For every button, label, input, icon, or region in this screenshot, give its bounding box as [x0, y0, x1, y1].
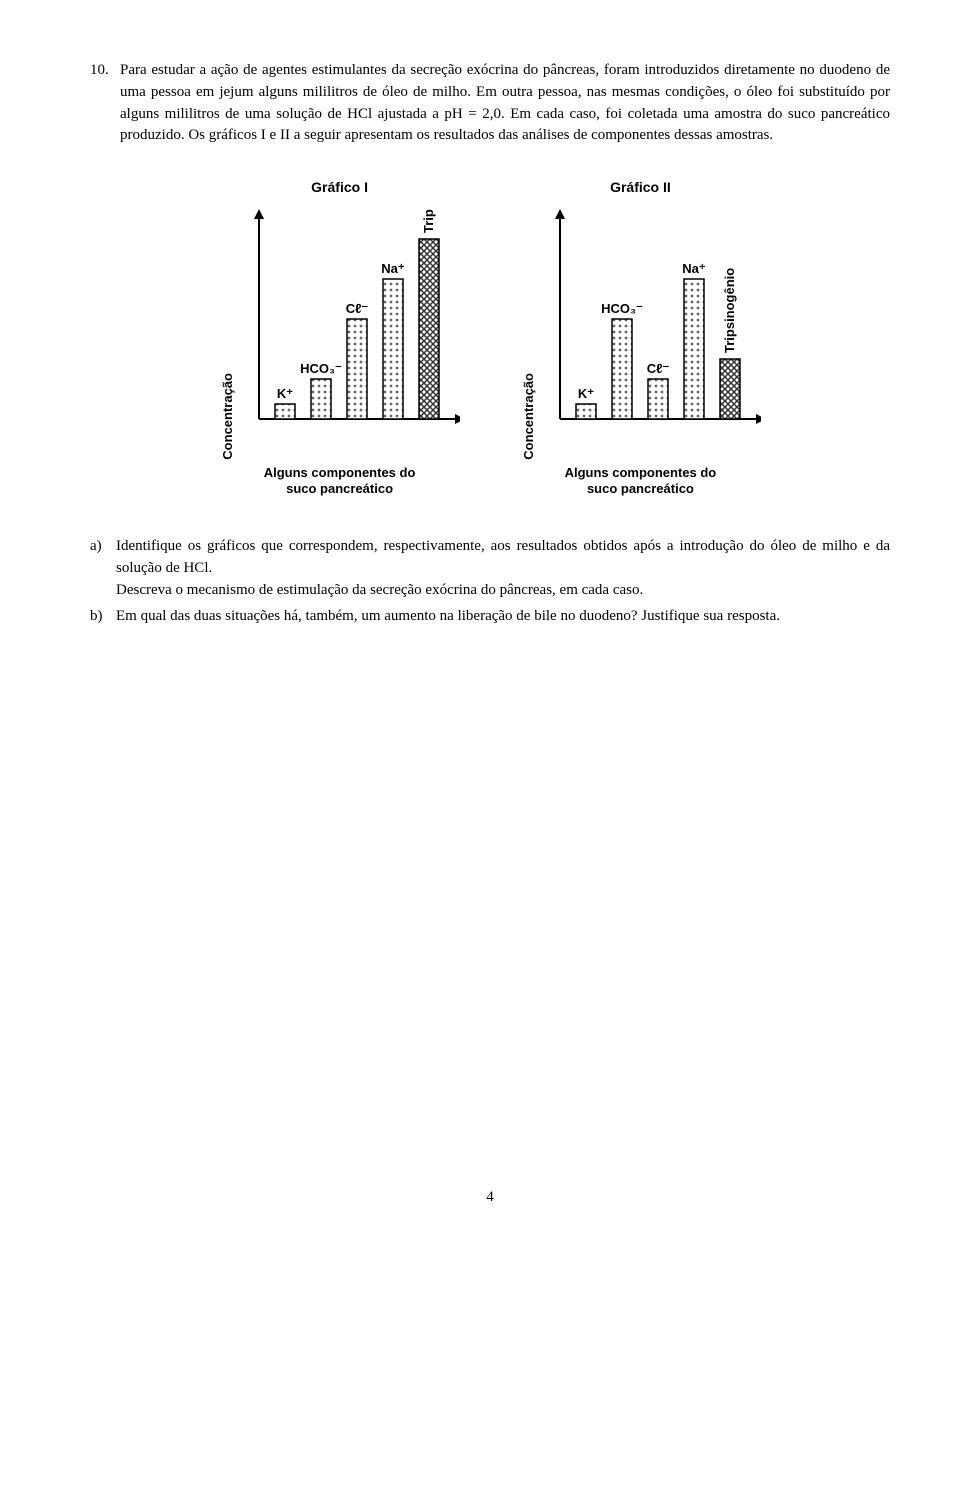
svg-text:HCO₃⁻: HCO₃⁻	[300, 361, 342, 376]
svg-text:Tripsinogênio: Tripsinogênio	[722, 268, 737, 353]
chart-1-title: Gráfico I	[311, 177, 368, 197]
question-number: 10.	[90, 60, 120, 147]
svg-text:Cℓ⁻: Cℓ⁻	[346, 301, 369, 316]
svg-text:Tripsinogênio: Tripsinogênio	[421, 209, 436, 233]
charts-row: Gráfico I Concentração K⁺ HCO₃⁻ Cℓ⁻ Na⁺ Trip…	[90, 177, 890, 496]
svg-text:Na⁺: Na⁺	[682, 261, 706, 276]
svg-text:Cℓ⁻: Cℓ⁻	[647, 361, 670, 376]
svg-text:K⁺: K⁺	[578, 386, 594, 401]
chart-1-xlabel: Alguns componentes do suco pancreático	[264, 465, 416, 496]
sub-a-line2: Descreva o mecanismo de estimulação da s…	[116, 582, 643, 598]
sub-b-text: Em qual das duas situações há, também, u…	[116, 606, 890, 628]
chart-2-title: Gráfico II	[610, 177, 671, 197]
chart-2-xlabel: Alguns componentes do suco pancreático	[565, 465, 717, 496]
svg-text:K⁺: K⁺	[277, 386, 293, 401]
sub-a-label: a)	[90, 536, 116, 601]
sub-a-line1: Identifique os gráficos que correspondem…	[116, 538, 890, 576]
sub-b-label: b)	[90, 606, 116, 628]
sub-b: b) Em qual das duas situações há, também…	[90, 606, 890, 628]
svg-text:Na⁺: Na⁺	[381, 261, 405, 276]
chart-1-ylabel: Concentração	[219, 343, 238, 460]
chart-2-xlabel-l1: Alguns componentes do	[565, 465, 717, 480]
question-intro: Para estudar a ação de agentes estimulan…	[120, 60, 890, 147]
page-number: 4	[90, 1187, 890, 1209]
chart-2-svg-slot: K⁺ HCO₃⁻ Cℓ⁻ Na⁺ Tripsinogênio	[545, 209, 761, 459]
chart-1-svg-slot: K⁺ HCO₃⁻ Cℓ⁻ Na⁺ Tripsinogênio	[244, 209, 460, 459]
chart-1-xlabel-l1: Alguns componentes do	[264, 465, 416, 480]
sub-a: a) Identifique os gráficos que correspon…	[90, 536, 890, 601]
svg-text:HCO₃⁻: HCO₃⁻	[601, 301, 643, 316]
chart-1: Gráfico I Concentração K⁺ HCO₃⁻ Cℓ⁻ Na⁺ Trip…	[219, 177, 460, 496]
question-block: 10. Para estudar a ação de agentes estim…	[90, 60, 890, 147]
chart-1-xlabel-l2: suco pancreático	[286, 481, 393, 496]
sub-a-text: Identifique os gráficos que correspondem…	[116, 536, 890, 601]
chart-2: Gráfico II Concentração K⁺ HCO₃⁻ Cℓ⁻ Na⁺ Tri…	[520, 177, 761, 496]
chart-2-xlabel-l2: suco pancreático	[587, 481, 694, 496]
chart-2-ylabel: Concentração	[520, 343, 539, 460]
